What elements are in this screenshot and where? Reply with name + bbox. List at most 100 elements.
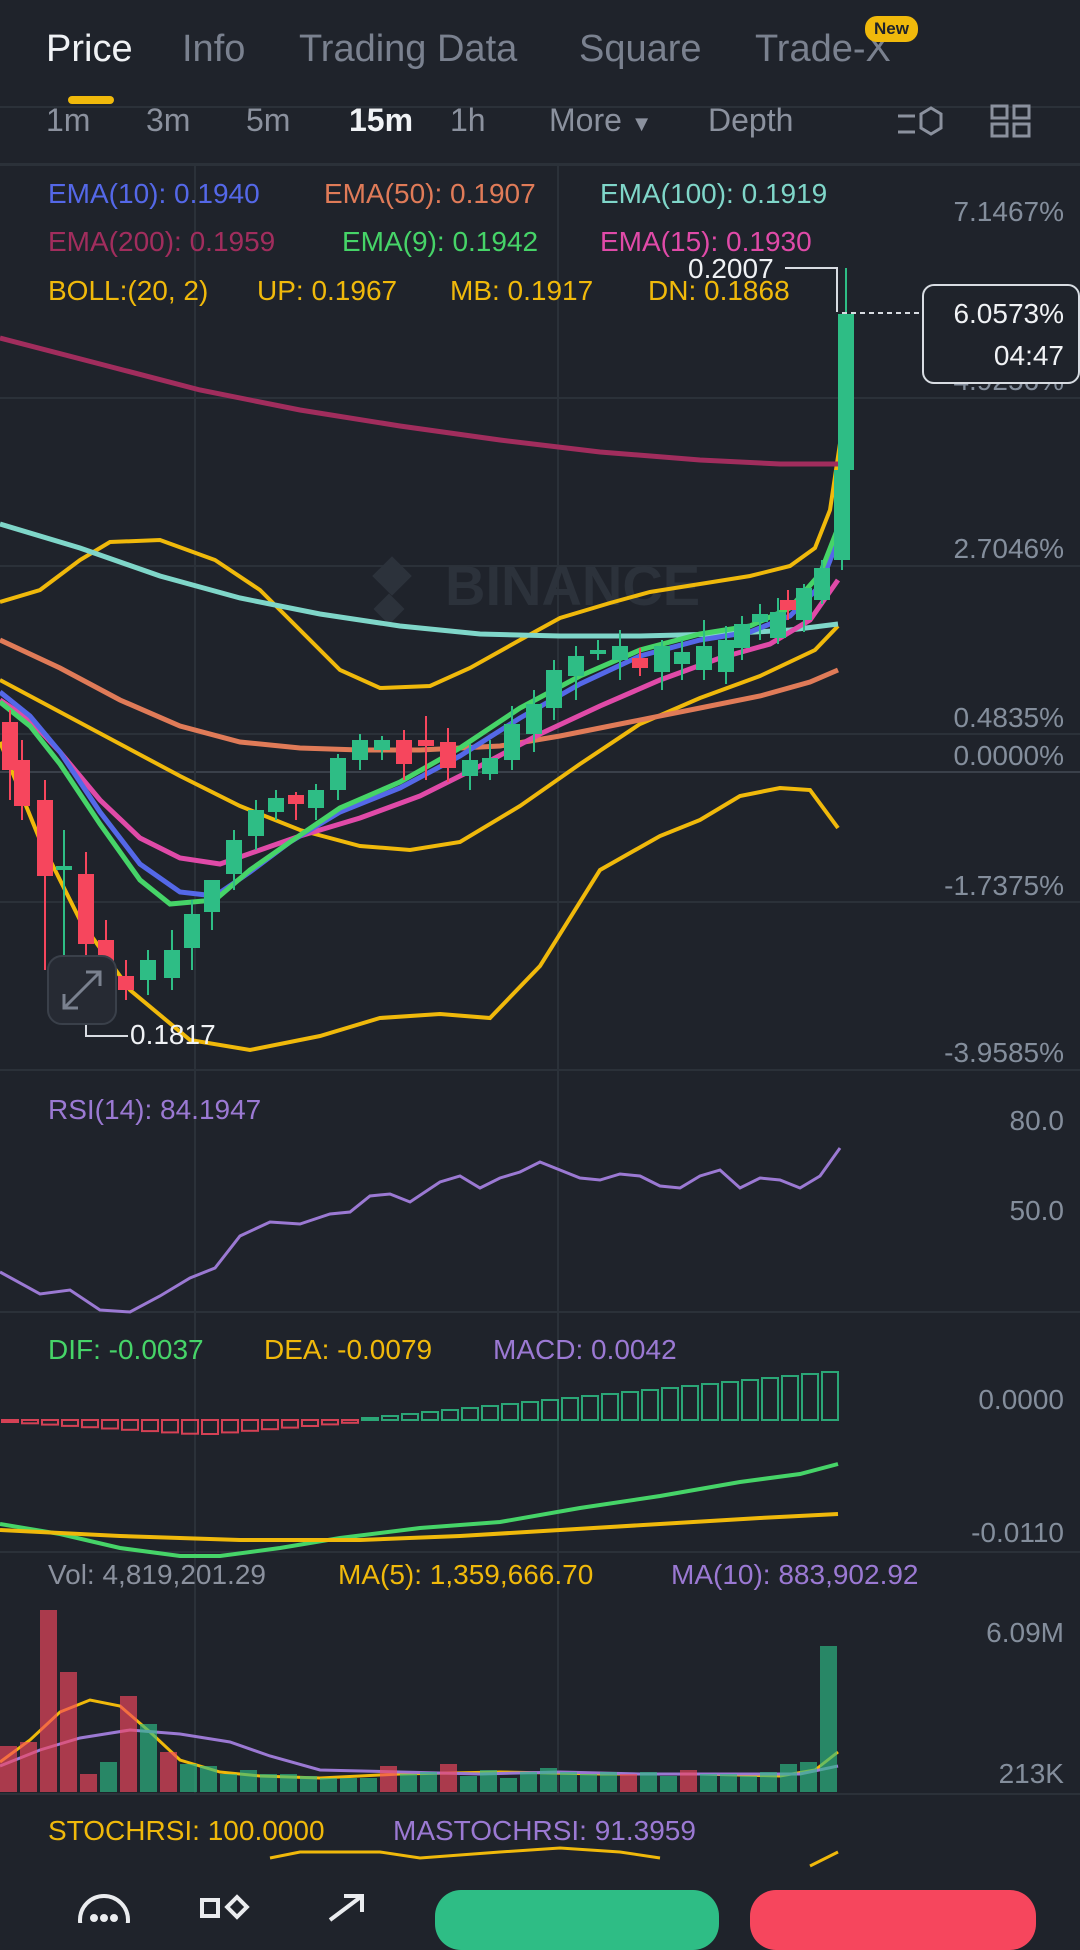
ema15-legend: EMA(15): 0.1930 <box>600 226 812 257</box>
tab-price[interactable]: Price <box>46 28 133 70</box>
binance-watermark: BINANCE <box>445 554 700 617</box>
buy-button[interactable] <box>435 1890 719 1950</box>
high-marker-line <box>785 267 838 312</box>
candle <box>204 880 220 912</box>
macd-dif-legend: DIF: -0.0037 <box>48 1334 204 1365</box>
share-icon[interactable] <box>328 1894 364 1922</box>
macd-histogram-bar <box>621 1391 639 1421</box>
price-axis-label: 7.1467% <box>953 196 1064 227</box>
timeframe-1h[interactable]: 1h <box>450 102 486 138</box>
timeframe-15m[interactable]: 15m <box>349 102 414 138</box>
boll-upper-line <box>0 429 844 691</box>
apps-icon[interactable] <box>200 1894 250 1920</box>
volume-bar <box>580 1774 597 1792</box>
macd-histogram-bar <box>461 1407 479 1421</box>
binance-logo-icon <box>372 556 412 625</box>
macd-histogram-bar <box>701 1383 719 1421</box>
macd-histogram-bar <box>801 1373 819 1421</box>
candle <box>118 976 134 990</box>
macd-axis-label: -0.0110 <box>971 1517 1064 1548</box>
volume-bar <box>80 1774 97 1792</box>
volume-bar <box>560 1772 577 1792</box>
ema200-legend: EMA(200): 0.1959 <box>48 226 276 257</box>
boll-mb-legend: MB: 0.1917 <box>450 275 594 306</box>
candle <box>780 600 796 610</box>
macd-histogram-bar <box>381 1415 399 1421</box>
macd-histogram-bar <box>401 1413 419 1421</box>
ema9-legend: EMA(9): 0.1942 <box>342 226 539 257</box>
more-label: More <box>549 102 622 138</box>
new-badge: New <box>865 16 918 42</box>
rsi-axis-label: 80.0 <box>1009 1105 1065 1136</box>
tab-trading-data[interactable]: Trading Data <box>299 28 518 70</box>
macd-histogram-bar <box>1 1419 19 1423</box>
candle <box>140 960 156 980</box>
volume-bar <box>400 1774 417 1792</box>
volume-ma10-legend: MA(10): 883,902.92 <box>671 1559 919 1590</box>
timeframe-5m[interactable]: 5m <box>246 102 291 138</box>
volume-bar <box>820 1646 837 1792</box>
volume-bar <box>460 1776 477 1792</box>
candle <box>374 740 390 750</box>
volume-bar <box>340 1778 357 1792</box>
volume-bar <box>220 1774 237 1792</box>
expand-icon[interactable] <box>47 955 117 1025</box>
sell-button[interactable] <box>750 1890 1036 1950</box>
macd-histogram-bar <box>261 1419 279 1431</box>
more-dropdown[interactable]: More ▼ <box>549 102 653 139</box>
candle <box>526 704 542 734</box>
top-tabs: Price Info Trading Data Square Trade-X N… <box>0 0 1080 105</box>
macd-histogram-bar <box>321 1419 339 1426</box>
candle <box>838 314 854 470</box>
rsi-legend: RSI(14): 84.1947 <box>48 1094 262 1125</box>
volume-bar <box>480 1770 497 1792</box>
tab-info[interactable]: Info <box>182 28 246 70</box>
ema100-legend: EMA(100): 0.1919 <box>600 178 828 209</box>
tab-square[interactable]: Square <box>579 28 702 70</box>
candle <box>696 646 712 670</box>
macd-histogram-bar <box>341 1419 359 1424</box>
volume-bar <box>640 1772 657 1792</box>
active-tab-indicator <box>68 96 114 104</box>
ema15-line <box>0 578 841 867</box>
volume-bar <box>500 1778 517 1792</box>
volume-bar <box>380 1766 397 1792</box>
timeframe-1m[interactable]: 1m <box>46 102 91 138</box>
volume-bar <box>260 1774 277 1792</box>
volume-axis-label: 213K <box>998 1758 1064 1789</box>
ema10-line <box>0 539 841 899</box>
volume-bar <box>760 1772 777 1792</box>
macd-dea-legend: DEA: -0.0079 <box>264 1334 433 1365</box>
boll-dn-legend: DN: 0.1868 <box>648 275 790 306</box>
volume-bar <box>160 1752 177 1792</box>
candle <box>2 722 18 770</box>
volume-bar <box>420 1772 437 1792</box>
volume-bar <box>240 1770 257 1792</box>
macd-histogram-bar <box>281 1419 299 1429</box>
ema50-legend: EMA(50): 0.1907 <box>324 178 536 209</box>
macd-histogram-bar <box>61 1419 79 1427</box>
depth-button[interactable]: Depth <box>708 102 794 138</box>
candle <box>796 588 812 620</box>
candle <box>440 742 456 768</box>
ema50-line <box>0 637 839 753</box>
candle <box>37 800 53 876</box>
volume-bar <box>0 1746 17 1792</box>
volume-bar <box>780 1764 797 1792</box>
candle <box>330 758 346 790</box>
mastochrsi-legend: MASTOCHRSI: 91.3959 <box>393 1815 696 1846</box>
caret-down-icon: ▼ <box>630 111 653 136</box>
candle <box>396 740 412 764</box>
volume-bar <box>100 1762 117 1792</box>
boll-legend: BOLL:(20, 2) <box>48 275 209 306</box>
candle <box>462 760 478 776</box>
ema200-line <box>0 335 840 467</box>
high-price-label: 0.2007 <box>688 253 774 284</box>
price-axis-label: 0.4835% <box>953 702 1064 733</box>
candle <box>590 650 606 654</box>
macd-axis-label: 0.0000 <box>978 1384 1064 1415</box>
timeframe-3m[interactable]: 3m <box>146 102 191 138</box>
chat-icon[interactable] <box>78 1894 130 1923</box>
divider <box>0 106 1080 108</box>
